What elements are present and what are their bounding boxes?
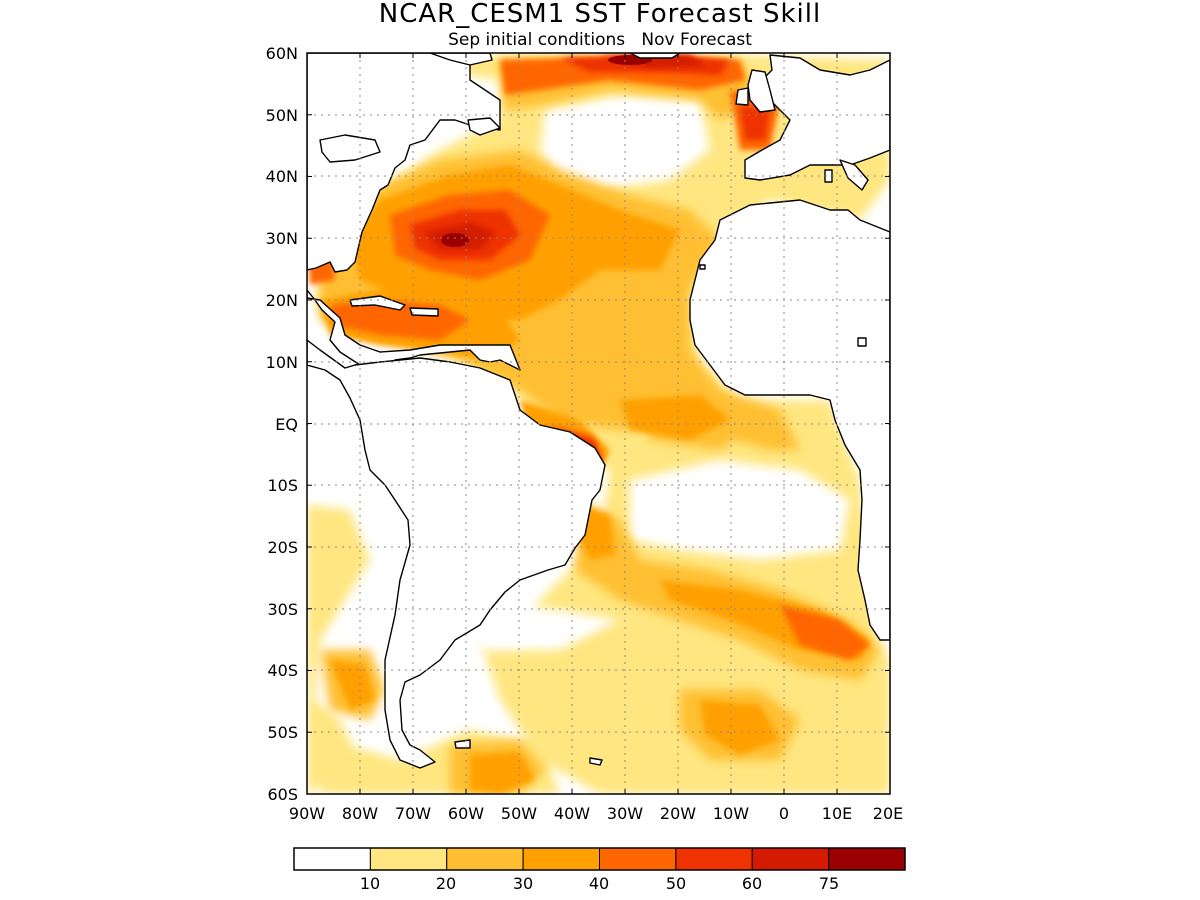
lon-label: 10E [822,804,852,823]
colorbar-label: 20 [436,874,456,893]
lat-label: 40N [266,167,298,186]
hole-south-central [470,600,620,650]
shade-max-sargasso [441,233,469,247]
land-masses [307,53,890,769]
longitude-labels: 90W 80W 70W 60W 50W 40W 30W 20W 10W 0 10… [289,804,903,823]
hispaniola-land [409,307,439,317]
iceland-land [629,53,681,59]
lat-label: 60N [266,44,298,63]
lat-label: 20N [266,291,298,310]
lon-label: 40W [554,804,590,823]
colorbar-swatch [599,847,677,871]
lat-label: 50S [267,723,298,742]
shade-eq-l3 [620,395,730,440]
map-title: NCAR_CESM1 SST Forecast Skill [379,0,821,29]
lon-label: 30W [607,804,643,823]
graticule [307,53,890,794]
colorbar-label: 30 [513,874,533,893]
colorbar: 10 20 30 40 50 60 75 [293,847,906,893]
colorbar-swatch [675,847,753,871]
colorbar-label: 10 [360,874,380,893]
map-panel [307,53,890,794]
lat-label: 10N [266,353,298,372]
colorbar-swatch [293,847,371,871]
colorbar-labels: 10 20 30 40 50 60 75 [360,874,839,893]
colorbar-swatch [446,847,524,871]
shade-south-l3 [700,700,780,755]
lon-label: 20W [660,804,696,823]
lat-label: EQ [275,415,298,434]
great-lakes [319,134,381,163]
north-america-land [307,53,501,273]
lon-label: 60W [448,804,484,823]
greenland-land [429,53,493,66]
hole-north-atlantic [540,95,710,190]
latitude-labels: 60N 50N 40N 30N 20N 10N EQ 10S 20S 30S 4… [266,44,298,804]
lon-ticks [306,53,891,794]
lat-ticks [307,52,890,795]
europe-land [744,54,890,181]
ireland-land [735,87,749,106]
falklands-land [454,739,471,749]
colorbar-swatch [522,847,600,871]
lat-label: 20S [267,538,298,557]
colorbar-label: 75 [819,874,839,893]
colorbar-swatches [293,847,906,871]
canary-island [699,264,706,270]
colorbar-label: 60 [742,874,762,893]
cape-verde-island [857,337,867,347]
shade-southeast-pacific-l1 [307,505,370,794]
lon-label: 50W [501,804,537,823]
colorbar-frame [293,847,906,871]
south-america-land [307,339,606,769]
colorbar-swatch [751,847,830,871]
colorbar-label: 50 [666,874,686,893]
lat-label: 60S [267,785,298,804]
lat-label: 30S [267,600,298,619]
colorbar-swatch [369,847,448,871]
shade-benguela-l4 [780,605,870,660]
lon-label: 70W [395,804,431,823]
newfoundland-land [467,117,501,136]
lon-label: 20E [873,804,903,823]
italy-land [839,159,869,191]
lon-label: 0 [779,804,789,823]
sardinia-land [824,169,833,183]
map-subtitle: Sep initial conditions Nov Forecast [448,30,752,50]
lon-label: 90W [289,804,325,823]
lat-label: 10S [267,476,298,495]
africa-land [689,199,890,641]
lat-label: 50N [266,106,298,125]
lon-label: 10W [713,804,749,823]
shade-drake-l3 [470,752,535,794]
lat-label: 30N [266,229,298,248]
south-georgia-land [589,757,603,766]
shade-pacific-l3 [330,660,375,710]
shade-biscay-l5 [740,105,770,140]
lon-label: 80W [342,804,378,823]
lat-label: 40S [267,661,298,680]
axis-ticks [306,52,891,795]
central-america-land [307,289,521,371]
colorbar-swatch [828,847,906,871]
colorbar-label: 40 [589,874,609,893]
